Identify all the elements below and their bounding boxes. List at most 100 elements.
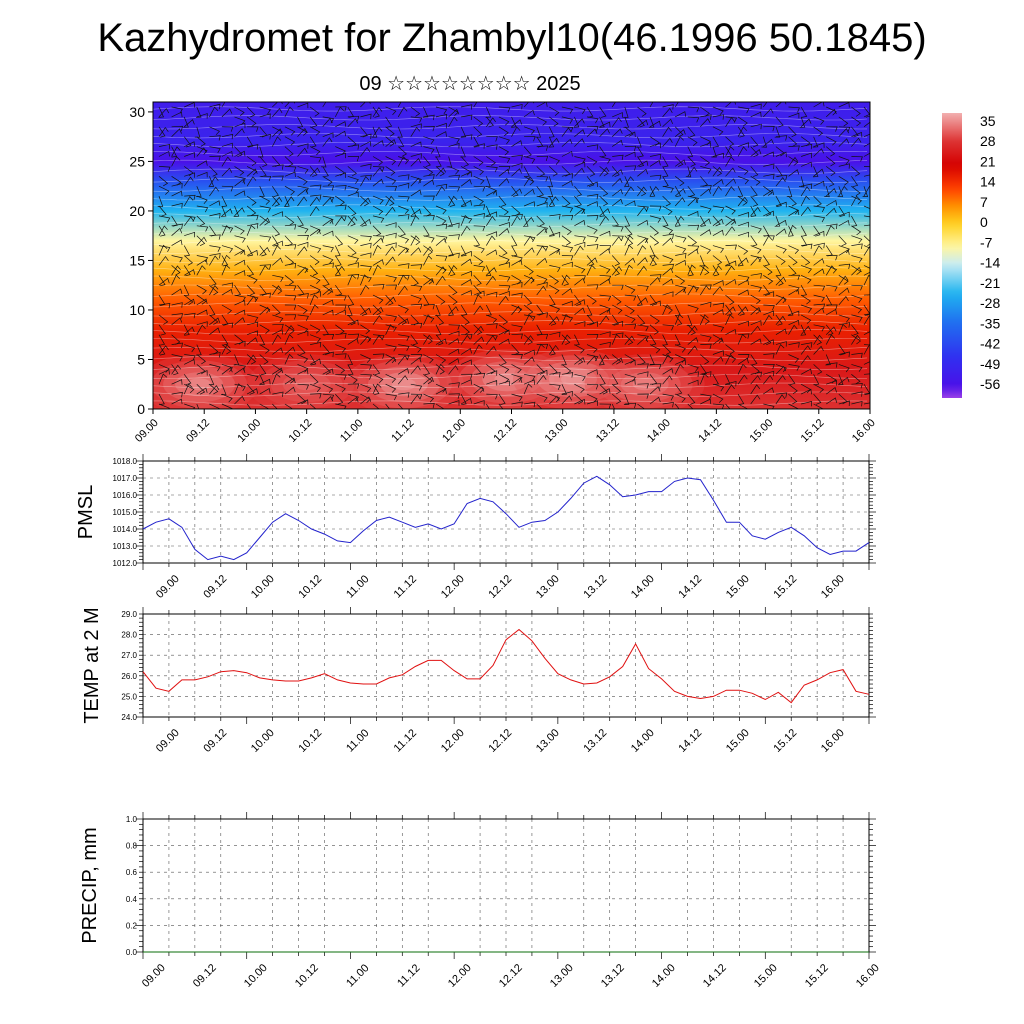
wind-barb [460, 334, 471, 345]
wind-barb [272, 347, 284, 355]
wind-barb [372, 205, 384, 215]
wind-barb [194, 126, 201, 138]
wind-barb [297, 235, 309, 241]
warm-pocket-ring [584, 354, 705, 409]
wind-barb [838, 116, 849, 127]
wind-barb [737, 393, 745, 405]
wind-barb [322, 132, 334, 138]
wind-barb [284, 284, 297, 291]
x-tick-label: 10.00 [249, 573, 277, 601]
wind-barb [599, 146, 607, 158]
wind-barb [662, 401, 674, 408]
wind-barb [473, 383, 485, 393]
wind-barb [473, 126, 483, 138]
wind-barb [511, 305, 522, 316]
isotherm-line [153, 133, 868, 139]
wind-barb [623, 393, 630, 405]
wind-barb [725, 354, 735, 365]
wind-barb [398, 235, 410, 244]
wind-barb [498, 205, 509, 216]
wind-barb [574, 106, 586, 115]
wind-barb [184, 354, 196, 361]
isotherm-line [153, 311, 867, 317]
wind-barb [511, 154, 523, 161]
wind-barb [750, 166, 759, 177]
wind-barb [259, 344, 270, 354]
wind-barb [347, 156, 360, 162]
wind-barb [448, 265, 458, 276]
wind-barb [259, 217, 271, 227]
x-tick-label: 13.00 [543, 417, 571, 445]
wind-barb [561, 384, 568, 396]
wind-barb [171, 288, 183, 296]
wind-barb [397, 285, 408, 296]
wind-barb [863, 235, 870, 246]
wind-barb [700, 176, 708, 187]
wind-barb [838, 176, 849, 186]
wind-barb [196, 284, 207, 295]
wind-barb [649, 153, 662, 160]
wind-barb [611, 169, 623, 177]
wind-barb [611, 102, 622, 108]
wind-barb [322, 324, 329, 336]
wind-barb [259, 134, 271, 140]
wind-barb [826, 284, 838, 292]
wind-barb [725, 344, 735, 355]
wind-barb [637, 294, 643, 306]
wind-barb [574, 161, 586, 168]
wind-barb [737, 257, 749, 266]
wind-barb [523, 126, 535, 135]
wind-barb [800, 304, 813, 313]
wind-barb [523, 335, 534, 345]
wind-barb [788, 205, 800, 215]
wind-barb [737, 116, 748, 127]
wind-barb [473, 284, 482, 296]
wind-barb [398, 156, 410, 165]
wind-barb [372, 304, 382, 316]
wind-barb [775, 228, 787, 236]
wind-barb [234, 175, 246, 183]
wind-barb [423, 235, 435, 243]
wind-barb [574, 205, 586, 214]
wind-barb [435, 304, 441, 316]
wind-barb [171, 183, 183, 189]
wind-barb [460, 126, 467, 138]
wind-barb [623, 106, 629, 118]
wind-barb [737, 289, 749, 296]
wind-barb [259, 354, 269, 365]
wind-barb [297, 196, 308, 207]
wind-barb [221, 126, 234, 132]
wind-barb [687, 285, 698, 296]
wind-barb [536, 374, 547, 385]
colorbar-label: -14 [980, 255, 1000, 271]
wind-barb [221, 344, 231, 355]
x-tick-label: 09.00 [154, 573, 182, 601]
wind-barb [737, 186, 744, 198]
wind-barb [473, 265, 486, 272]
wind-barb [158, 373, 168, 385]
wind-barb [750, 176, 761, 186]
wind-barb [209, 186, 219, 197]
wind-barb [183, 324, 190, 336]
wind-barb [737, 142, 749, 148]
wind-barb [649, 334, 657, 346]
wind-barb [611, 265, 622, 276]
wind-barb [284, 185, 295, 196]
wind-barb [687, 284, 700, 293]
wind-barb [423, 246, 434, 256]
wind-barb [184, 383, 195, 394]
wind-barb [574, 274, 586, 281]
wind-barb [586, 294, 597, 305]
wind-barb [171, 176, 182, 186]
wind-barb [536, 274, 548, 284]
wind-barb [460, 258, 472, 266]
wind-barb [297, 185, 309, 193]
wind-barb [158, 314, 169, 325]
wind-barb [813, 374, 820, 386]
wind-barb [322, 116, 335, 124]
wind-barb [385, 383, 397, 393]
wind-barb [763, 126, 775, 132]
wind-barb [423, 205, 432, 217]
wind-barb [473, 336, 485, 345]
wind-barb [372, 244, 382, 256]
